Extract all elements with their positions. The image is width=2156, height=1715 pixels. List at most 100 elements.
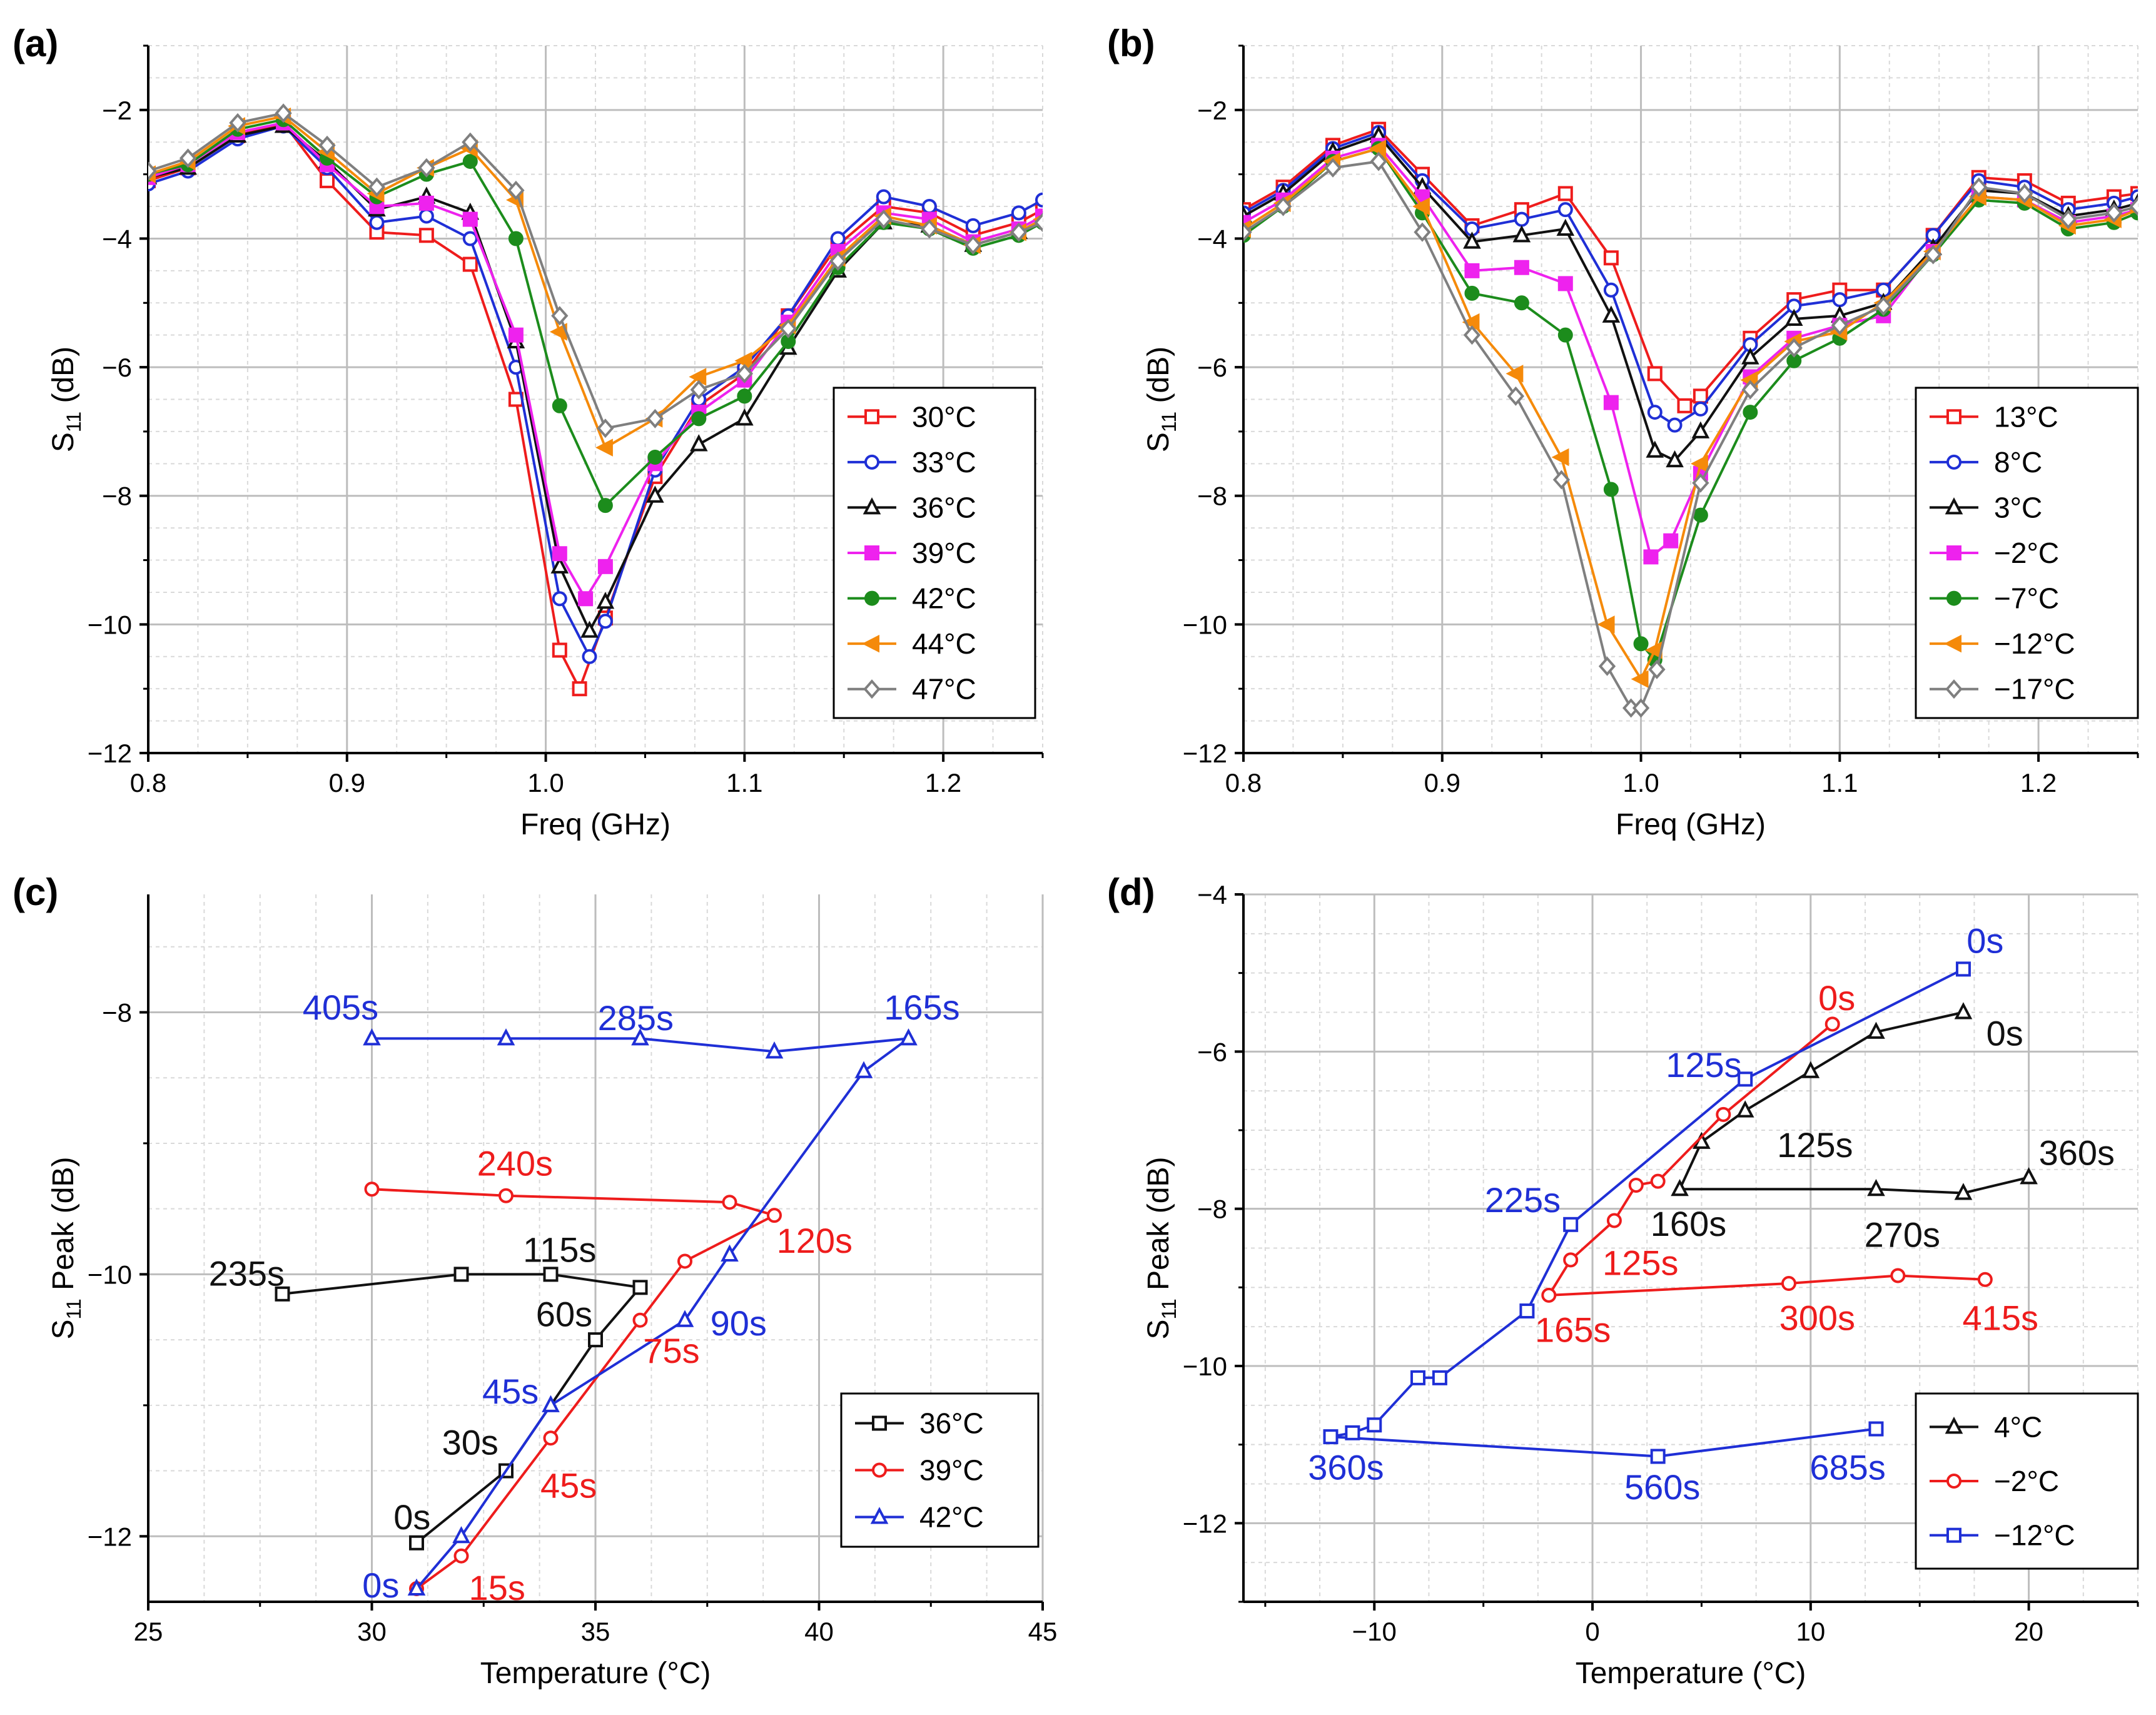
y-axis-label: S11 Peak (dB) (1142, 1157, 1180, 1340)
series-line (1547, 1023, 1985, 1297)
data-point (499, 1188, 514, 1203)
data-point (1643, 549, 1659, 565)
y-tick-label: −8 (102, 482, 132, 511)
data-point (830, 231, 846, 246)
data-point (1552, 470, 1571, 490)
legend-marker (1946, 1474, 1961, 1489)
data-point (2060, 210, 2077, 230)
data-point (1345, 1425, 1360, 1440)
legend-label: 33°C (912, 446, 976, 478)
data-point (542, 1395, 560, 1412)
data-point (1603, 395, 1619, 410)
data-point (1667, 417, 1683, 433)
data-point (921, 199, 937, 215)
data-point (1463, 325, 1481, 345)
data-point (364, 1181, 380, 1197)
series-layer (1243, 121, 2138, 718)
data-point (767, 1208, 782, 1223)
data-point (1035, 192, 1043, 208)
data-point (765, 1041, 784, 1059)
data-point (1741, 347, 1759, 365)
legend: 30°C 33°C 36°C 39°C 42°C 44°C 47°C (833, 387, 1036, 719)
time-annotation: 125s (1666, 1045, 1741, 1085)
data-point (1514, 211, 1529, 227)
time-annotation: 120s (777, 1221, 853, 1260)
data-point (1367, 1417, 1382, 1433)
legend-marker (1945, 497, 1963, 515)
data-point (1801, 1061, 1820, 1078)
legend-label: −12°C (1994, 627, 2075, 660)
legend-label: −2°C (1994, 1465, 2059, 1497)
data-point (1785, 338, 1803, 358)
data-point (647, 450, 663, 465)
x-axis-label: Freq (GHz) (1616, 808, 1766, 841)
legend-marker (870, 1507, 889, 1524)
panel-label: (d) (1107, 871, 1155, 913)
y-axis-label: S11 (dB) (1142, 347, 1180, 452)
y-tick-label: −4 (1197, 224, 1227, 253)
data-point (646, 408, 664, 428)
chart-panel-b: 0.8 0.9 1.0 1.1 1.2 −12 −10 −8 −6 −4 −2 Freq (GHz) S… (1107, 23, 2139, 841)
data-point (1597, 615, 1615, 634)
y-axis-label: S11 Peak (dB) (47, 1157, 85, 1340)
data-point (452, 1525, 470, 1544)
time-annotation: 270s (1865, 1215, 1940, 1254)
data-point (1666, 450, 1684, 468)
legend-marker (1946, 409, 1961, 425)
data-point (1514, 295, 1529, 311)
legend-marker (872, 1462, 887, 1478)
data-point (1519, 1303, 1535, 1319)
time-annotation: 0s (1818, 978, 1855, 1018)
legend: 4°C −2°C −12°C (1915, 1392, 2139, 1570)
x-tick-label: 1.1 (726, 768, 762, 797)
data-point (1647, 366, 1663, 382)
data-point (2129, 196, 2138, 216)
data-point (320, 173, 335, 188)
x-tick-label: 1.0 (1622, 768, 1659, 797)
legend-label: 47°C (912, 673, 976, 706)
data-point (597, 614, 613, 629)
data-point (1563, 1217, 1579, 1232)
y-tick-label: −10 (88, 610, 132, 639)
series-layer (1323, 961, 2038, 1464)
data-point (318, 135, 336, 155)
x-tick-label: 0.9 (1424, 768, 1460, 797)
chart-panel-c: 25 30 35 40 45 −12 −10 −8 Temperature (°C) S11 Pe… (13, 871, 1057, 1690)
y-tick-label: −2 (102, 96, 132, 125)
time-annotation: 405s (303, 988, 378, 1027)
time-annotation: 300s (1779, 1298, 1855, 1338)
data-point (550, 556, 569, 574)
data-point (1736, 1100, 1754, 1118)
data-point (1464, 263, 1480, 278)
data-point (368, 177, 386, 197)
data-point (1867, 1021, 1885, 1039)
legend-marker (872, 1415, 887, 1431)
legend-label: 42°C (912, 582, 976, 615)
data-point (677, 1253, 692, 1269)
data-point (1557, 202, 1573, 218)
data-point (1606, 1213, 1622, 1228)
series-layer (148, 103, 1043, 697)
data-point (721, 1244, 739, 1262)
data-point (1691, 421, 1710, 438)
data-point (597, 498, 613, 513)
data-point (462, 256, 478, 272)
data-point (1557, 276, 1573, 291)
data-point (1541, 1287, 1557, 1303)
data-point (179, 148, 197, 168)
data-point (1603, 482, 1619, 497)
y-axis-label-unit: Peak (dB) (1142, 1157, 1175, 1299)
data-point (1741, 380, 1759, 400)
time-annotation: 125s (1602, 1243, 1678, 1283)
time-annotation: 0s (362, 1566, 399, 1605)
time-annotation: 165s (884, 988, 959, 1027)
data-point (1432, 1370, 1447, 1385)
data-point (1598, 656, 1616, 676)
y-axis-label-main: S (47, 1319, 80, 1339)
data-point (1462, 313, 1480, 331)
legend-marker (1944, 634, 1961, 653)
time-annotation: 125s (1777, 1125, 1853, 1165)
data-point (552, 642, 567, 658)
data-point (1557, 186, 1573, 201)
data-point (1647, 405, 1663, 420)
